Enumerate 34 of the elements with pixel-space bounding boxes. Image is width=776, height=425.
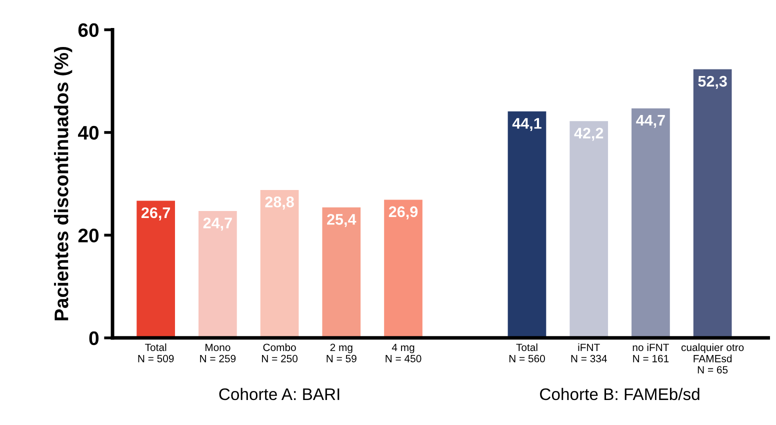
bar <box>384 200 422 338</box>
x-tick-label: 4 mg N = 450 <box>386 344 422 362</box>
bar <box>693 69 732 338</box>
bar <box>508 111 546 338</box>
text: Cohorte B: FAMEb/sd <box>540 388 700 400</box>
data-label: 24,7 <box>203 218 232 231</box>
y-tick-label: 60 <box>78 23 99 37</box>
data-label: 44,7 <box>636 115 665 128</box>
x-tick-label: no iFNT N = 161 <box>632 343 669 362</box>
data-label: 26,9 <box>388 206 418 220</box>
x-tick-label: cualquier otro FAMEsd N = 65 <box>681 343 744 374</box>
y-axis-title: Pacientes discontinuados (%) <box>54 47 72 320</box>
bar <box>570 121 608 338</box>
y-tick-label: 0 <box>89 331 99 346</box>
x-tick-label: 2 mg N = 59 <box>326 344 356 362</box>
data-label: 26,7 <box>141 207 170 220</box>
bar <box>632 108 670 338</box>
x-tick-label: Combo N = 250 <box>262 343 298 362</box>
x-tick-label: iFNT N = 334 <box>571 343 607 362</box>
y-tick-label: 20 <box>78 228 99 242</box>
bar <box>260 190 299 338</box>
x-tick-label: Mono N = 259 <box>200 344 236 362</box>
data-label: 44,1 <box>512 118 542 132</box>
data-label: 25,4 <box>327 214 356 228</box>
y-tick-label: 40 <box>78 126 99 140</box>
data-label: 52,3 <box>698 76 727 89</box>
data-label: 42,2 <box>574 128 604 141</box>
bar <box>136 200 175 338</box>
text: Cohorte A: BARI <box>219 388 340 400</box>
bar <box>322 207 361 338</box>
data-label: 28,8 <box>265 196 294 210</box>
x-tick-label: Total N = 509 <box>138 343 174 362</box>
x-tick-label: Total N = 560 <box>509 343 545 362</box>
bar <box>198 211 237 338</box>
